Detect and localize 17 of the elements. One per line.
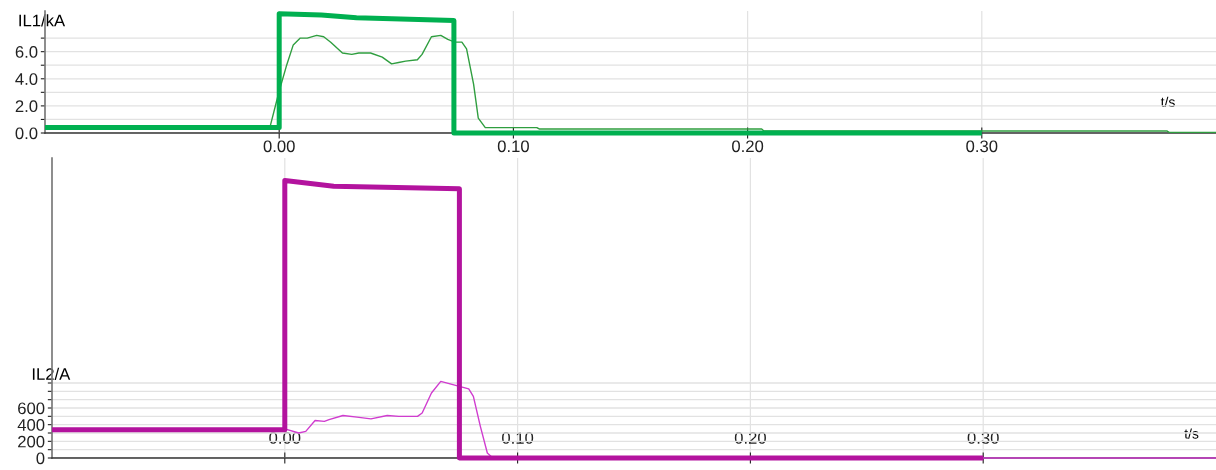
y-tick-label: 400 — [17, 419, 45, 431]
y-tick-label: 2.0 — [15, 100, 38, 113]
y-axis-title: IL1/kA — [19, 14, 66, 27]
x-tick-label: 0.00 — [263, 140, 295, 153]
x-tick-label: 0.30 — [966, 140, 998, 153]
y-tick-label: 6.0 — [15, 46, 38, 58]
y-tick-label: 200 — [18, 435, 45, 448]
x-axis-title: t/s — [1160, 96, 1175, 107]
x-tick-label: 0.10 — [497, 140, 529, 153]
y-tick-label: 0 — [36, 452, 45, 465]
y-tick-label: 600 — [18, 402, 45, 415]
x-tick-label: 0.20 — [732, 140, 764, 153]
y-axis-title: IL2/A — [32, 367, 71, 380]
x-axis-title: t/s — [1184, 428, 1199, 439]
y-tick-label: 4.0 — [15, 73, 38, 85]
x-tick-label: 0.20 — [734, 432, 766, 444]
y-tick-label: 0.0 — [15, 127, 38, 140]
